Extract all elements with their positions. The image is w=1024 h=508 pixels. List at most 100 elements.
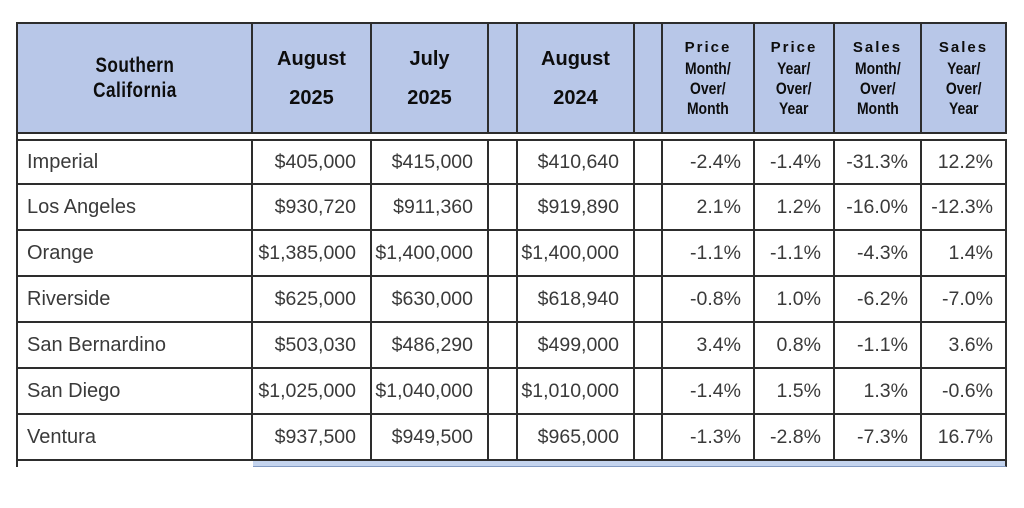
year-label: 2024 — [553, 86, 598, 109]
spacer-cell — [489, 415, 518, 461]
price-yoy-pct: 0.8% — [755, 323, 835, 369]
table-row: San Bernardino $503,030 $486,290 $499,000 3.… — [16, 323, 1007, 369]
aug-2024-price: $965,000 — [518, 415, 635, 461]
spacer-cell — [489, 323, 518, 369]
price-mom-pct: 2.1% — [663, 185, 755, 231]
strip-blue-bar — [253, 461, 1007, 467]
table-row: Ventura $937,500 $949,500 $965,000 -1.3% -2.8… — [16, 415, 1007, 461]
price-yoy-pct: -2.8% — [755, 415, 835, 461]
metric-period-label: Year/ Over/ Year — [946, 59, 982, 119]
metric-line: Month — [687, 98, 729, 118]
sales-yoy-pct: 12.2% — [922, 139, 1007, 185]
county-name: Los Angeles — [16, 185, 253, 231]
jul-2025-price: $911,360 — [372, 185, 489, 231]
metric-line: Over/ — [690, 78, 726, 98]
county-name: Ventura — [16, 415, 253, 461]
price-yoy-pct: 1.5% — [755, 369, 835, 415]
county-name: Orange — [16, 231, 253, 277]
col-header-jul-2025: July 2025 — [372, 22, 489, 134]
price-mom-pct: -0.8% — [663, 277, 755, 323]
sales-yoy-pct: -0.6% — [922, 369, 1007, 415]
header-row: Southern California August 2025 July 202… — [16, 22, 1007, 134]
metric-line: Month — [856, 98, 899, 118]
next-section-strip — [16, 461, 1007, 467]
sales-mom-pct: -4.3% — [835, 231, 922, 277]
spacer-cell — [489, 185, 518, 231]
metric-period-label: Month/ Over/ Month — [855, 59, 901, 119]
year-label: 2025 — [407, 86, 452, 109]
metric-line: Month/ — [854, 58, 901, 78]
sales-yoy-pct: -7.0% — [922, 277, 1007, 323]
price-mom-pct: -1.3% — [663, 415, 755, 461]
region-title: Southern California — [93, 53, 177, 103]
table-container: Southern California August 2025 July 202… — [16, 22, 1007, 467]
spacer-cell — [635, 185, 663, 231]
jul-2025-price: $415,000 — [372, 139, 489, 185]
aug-2025-price: $1,385,000 — [253, 231, 372, 277]
county-name: Riverside — [16, 277, 253, 323]
aug-2024-price: $618,940 — [518, 277, 635, 323]
price-mom-pct: 3.4% — [663, 323, 755, 369]
metric-category-label: Price — [770, 38, 818, 56]
col-header-price-yoy: Price Year/ Over/ Year — [755, 22, 835, 134]
jul-2025-price: $949,500 — [372, 415, 489, 461]
sales-mom-pct: -1.1% — [835, 323, 922, 369]
table-row: Imperial $405,000 $415,000 $410,640 -2.4% -1.… — [16, 139, 1007, 185]
spacer-cell — [489, 369, 518, 415]
col-header-region: Southern California — [16, 22, 253, 134]
sales-mom-pct: 1.3% — [835, 369, 922, 415]
county-name: Imperial — [16, 139, 253, 185]
spacer-cell — [635, 369, 663, 415]
spacer-cell — [635, 415, 663, 461]
spacer-cell — [489, 139, 518, 185]
price-yoy-pct: 1.2% — [755, 185, 835, 231]
price-yoy-pct: -1.1% — [755, 231, 835, 277]
price-yoy-pct: 1.0% — [755, 277, 835, 323]
jul-2025-price: $486,290 — [372, 323, 489, 369]
table-row: San Diego $1,025,000 $1,040,000 $1,010,000-… — [16, 369, 1007, 415]
metric-line: Over/ — [945, 78, 982, 98]
spacer-cell — [489, 231, 518, 277]
jul-2025-price: $1,400,000 — [372, 231, 489, 277]
sales-mom-pct: -7.3% — [835, 415, 922, 461]
aug-2024-price: $499,000 — [518, 323, 635, 369]
col-header-sales-yoy: Sales Year/ Over/ Year — [922, 22, 1007, 134]
spacer-cell — [489, 277, 518, 323]
aug-2024-price: $919,890 — [518, 185, 635, 231]
metric-category-label: Sales — [938, 38, 989, 56]
aug-2025-price: $930,720 — [253, 185, 372, 231]
col-header-price-mom: Price Month/ Over/ Month — [663, 22, 755, 134]
table-row: Orange $1,385,000 $1,400,000 $1,400,000 -1.1… — [16, 231, 1007, 277]
metric-category-label: Price — [684, 38, 732, 56]
socal-housing-table: Southern California August 2025 July 202… — [16, 22, 1007, 467]
month-label: August — [541, 47, 610, 70]
gap-filler — [16, 134, 1007, 139]
header-body-gap — [16, 134, 1007, 139]
metric-line: Year/ — [777, 58, 811, 78]
metric-line: Over/ — [776, 78, 812, 98]
table-row: Riverside $625,000 $630,000 $618,940 -0.8% 1.… — [16, 277, 1007, 323]
spacer-cell — [635, 323, 663, 369]
sales-yoy-pct: 1.4% — [922, 231, 1007, 277]
metric-period-label: Year/ Over/ Year — [776, 59, 812, 119]
spacer-column-header — [635, 22, 663, 134]
county-name: San Bernardino — [16, 323, 253, 369]
metric-line: Year — [779, 98, 809, 118]
metric-period-label: Month/ Over/ Month — [685, 59, 731, 119]
aug-2025-price: $405,000 — [253, 139, 372, 185]
aug-2025-price: $937,500 — [253, 415, 372, 461]
price-mom-pct: -1.4% — [663, 369, 755, 415]
aug-2024-price: $410,640 — [518, 139, 635, 185]
sales-mom-pct: -31.3% — [835, 139, 922, 185]
col-header-sales-mom: Sales Month/ Over/ Month — [835, 22, 922, 134]
county-name: San Diego — [16, 369, 253, 415]
jul-2025-price: $630,000 — [372, 277, 489, 323]
metric-line: Year — [948, 98, 979, 118]
spacer-cell — [635, 139, 663, 185]
col-header-aug-2025: August 2025 — [253, 22, 372, 134]
aug-2024-price: $1,010,000 — [518, 369, 635, 415]
sales-yoy-pct: 16.7% — [922, 415, 1007, 461]
col-header-aug-2024: August 2024 — [518, 22, 635, 134]
price-yoy-pct: -1.4% — [755, 139, 835, 185]
